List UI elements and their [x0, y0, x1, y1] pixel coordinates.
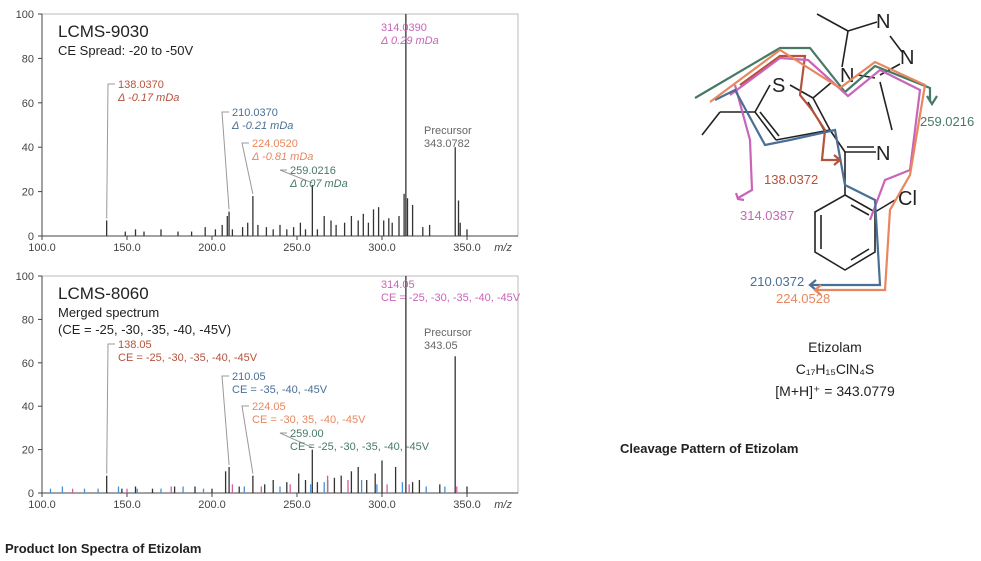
- y-tick-label: 100: [16, 271, 34, 283]
- peak-annotation-label: 343.0782: [424, 138, 470, 150]
- peak-annotation-label: 314.0390: [381, 22, 427, 34]
- x-tick-label: 150.0: [113, 242, 141, 254]
- peak-annotation-label: CE = -35, -40, -45V: [232, 384, 328, 396]
- x-axis-label: m/z: [494, 499, 512, 511]
- fragment-path-210: [714, 88, 882, 287]
- peak-annotation-label: 138.05: [118, 339, 152, 351]
- peak-annotation-label: Precursor: [424, 327, 472, 339]
- etizolam-structure-diagram: N N N N S Cl 259.0216 138.0372 314.0387 …: [694, 11, 974, 305]
- peak-annotation-label: Δ -0.81 mDa: [251, 151, 313, 163]
- spectrum-chart-lcms-9030: 0 20 40 60 80 100 100.0 150.0 200.0 250.0 300.0 350…: [16, 9, 519, 254]
- x-tick-label: 300.0: [368, 499, 396, 511]
- x-tick-label: 350.0: [453, 499, 481, 511]
- x-tick-label: 100.0: [28, 242, 56, 254]
- fragment-path-224: [709, 48, 927, 292]
- atom-s: S: [772, 75, 785, 97]
- peak-annotation-label: 224.0520: [252, 138, 298, 150]
- spectrum-panel-lcms-8060: 0 20 40 60 80 100 100.0 150.0 200.0 250.0 300.0 350…: [0, 262, 521, 520]
- atom-n3: N: [840, 65, 854, 87]
- atom-n1: N: [876, 11, 890, 33]
- peak-annotation-label: Δ -0.17 mDa: [117, 92, 179, 104]
- fragment-label-138: 138.0372: [764, 172, 818, 187]
- peak-annotation-label: 210.05: [232, 371, 266, 383]
- atom-cl: Cl: [898, 188, 917, 210]
- atom-n2: N: [900, 47, 914, 69]
- peak-annotation-label: 259.00: [290, 428, 324, 440]
- peak-annotation-label: CE = -25, -30, -35, -40, -45V: [290, 441, 430, 453]
- y-tick-label: 60: [22, 358, 34, 370]
- peak-annotation-label: 210.0370: [232, 107, 278, 119]
- peak-annotation-label: Δ 0.07 mDa: [289, 178, 348, 190]
- molecule-atoms: N N N N S Cl: [772, 11, 917, 210]
- annotation-leader: [221, 111, 230, 210]
- fragment-label-314: 314.0387: [740, 208, 794, 223]
- annotation-leader: [106, 343, 115, 474]
- fragment-path-138: [739, 54, 840, 162]
- x-axis-label: m/z: [494, 242, 512, 254]
- y-tick-label: 20: [22, 187, 34, 199]
- fragment-path-314: [729, 56, 922, 221]
- chart-subtitle-2: (CE = -25, -30, -35, -40, -45V): [58, 322, 231, 337]
- y-tick-label: 60: [22, 98, 34, 110]
- y-tick-label: 40: [22, 401, 34, 413]
- y-tick-label: 0: [28, 488, 34, 500]
- chart-title: LCMS-8060: [58, 284, 149, 303]
- x-tick-label: 300.0: [368, 242, 396, 254]
- annotation-leader: [279, 432, 313, 449]
- peak-annotation-label: 314.05: [381, 279, 415, 291]
- peak-annotation-label: Δ 0.29 mDa: [380, 35, 439, 47]
- peak-annotation-label: 138.0370: [118, 79, 164, 91]
- annotation-leader: [241, 405, 254, 474]
- x-tick-label: 100.0: [28, 499, 56, 511]
- annotation-leader: [279, 169, 313, 184]
- chart-subtitle: Merged spectrum: [58, 305, 159, 320]
- spectrum-panel-lcms-9030: 0 20 40 60 80 100 100.0 150.0 200.0 250.0 300.0 350…: [0, 0, 520, 262]
- peak-annotation-label: Δ -0.21 mDa: [231, 120, 293, 132]
- peak-annotation-label: CE = -25, -30, -35, -40, -45V: [118, 352, 258, 364]
- compound-mass: [M+H]⁺ = 343.0779: [775, 383, 895, 399]
- chart-title: LCMS-9030: [58, 22, 149, 41]
- fragment-label-259: 259.0216: [920, 114, 974, 129]
- peak-annotation-label: 343.05: [424, 340, 458, 352]
- atom-n4: N: [876, 143, 890, 165]
- compound-formula: C₁₇H₁₅ClN₄S: [795, 361, 875, 377]
- x-tick-label: 200.0: [198, 499, 226, 511]
- peak-annotation-label: CE = -25, -30, -35, -40, -45V: [381, 292, 520, 304]
- peak-annotation-label: 224.05: [252, 401, 286, 413]
- y-tick-label: 20: [22, 445, 34, 457]
- x-tick-label: 200.0: [198, 242, 226, 254]
- y-tick-label: 80: [22, 314, 34, 326]
- x-tick-label: 150.0: [113, 499, 141, 511]
- annotation-leader: [106, 83, 115, 219]
- peak-annotation-label: CE = -30, 35, -40, -45V: [252, 414, 366, 426]
- peak-annotation-label: 259.0216: [290, 165, 336, 177]
- y-tick-label: 0: [28, 231, 34, 243]
- chart-subtitle: CE Spread: -20 to -50V: [58, 43, 193, 58]
- x-tick-label: 350.0: [453, 242, 481, 254]
- peak-annotation-label: Precursor: [424, 125, 472, 137]
- fragment-label-224: 224.0528: [776, 291, 830, 305]
- molecule-bonds: [701, 13, 903, 271]
- y-tick-label: 40: [22, 142, 34, 154]
- fragment-path-314b: [733, 84, 754, 199]
- spectrum-chart-lcms-8060: 0 20 40 60 80 100 100.0 150.0 200.0 250.0 300.0 350…: [16, 271, 521, 511]
- x-tick-label: 250.0: [283, 499, 311, 511]
- compound-info: Etizolam C₁₇H₁₅ClN₄S [M+H]⁺ = 343.0779: [740, 336, 930, 402]
- cleavage-caption: Cleavage Pattern of Etizolam: [620, 441, 799, 456]
- annotation-leader: [241, 142, 254, 195]
- y-tick-label: 80: [22, 53, 34, 65]
- fragment-label-210: 210.0372: [750, 274, 804, 289]
- compound-name: Etizolam: [808, 339, 862, 355]
- annotation-leader: [221, 375, 230, 465]
- x-tick-label: 250.0: [283, 242, 311, 254]
- spectra-caption: Product Ion Spectra of Etizolam: [5, 541, 202, 556]
- y-tick-label: 100: [16, 9, 34, 21]
